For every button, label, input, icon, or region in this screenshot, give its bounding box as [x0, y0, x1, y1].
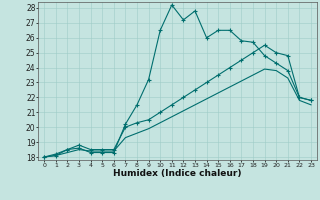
X-axis label: Humidex (Indice chaleur): Humidex (Indice chaleur) — [113, 169, 242, 178]
